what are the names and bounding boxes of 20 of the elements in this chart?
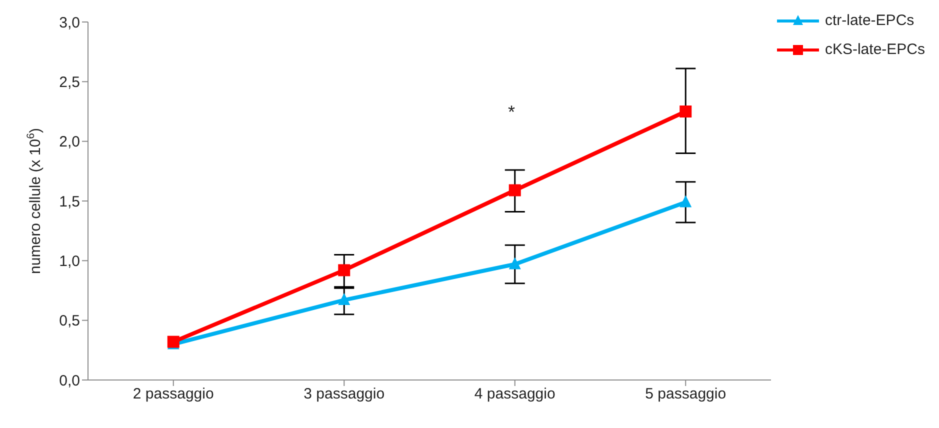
y-tick-label: 1,0 — [59, 252, 80, 270]
point — [338, 293, 350, 306]
annotation: * — [508, 102, 516, 123]
legend-label: ctr-late-EPCs — [824, 12, 914, 29]
point — [508, 184, 521, 196]
point — [680, 106, 692, 118]
point — [680, 195, 692, 208]
legend-label: cKS-late-EPCs — [824, 41, 925, 58]
y-tick-label: 2,0 — [59, 134, 80, 151]
x-tick-label: 3 passaggio — [304, 386, 385, 403]
y-tick-label: 3,0 — [59, 14, 80, 32]
x-tick-label: 5 passaggio — [645, 386, 726, 403]
x-tick-label: 4 passaggio — [474, 386, 556, 403]
y-tick-label: 0,0 — [59, 372, 80, 390]
point — [508, 257, 521, 270]
y-tick-label: 2,5 — [59, 74, 80, 91]
point — [338, 264, 350, 276]
y-tick-label: 0,5 — [59, 312, 80, 330]
y-tick-label: 1,5 — [59, 193, 80, 210]
x-tick-label: 2 passaggio — [132, 386, 214, 403]
